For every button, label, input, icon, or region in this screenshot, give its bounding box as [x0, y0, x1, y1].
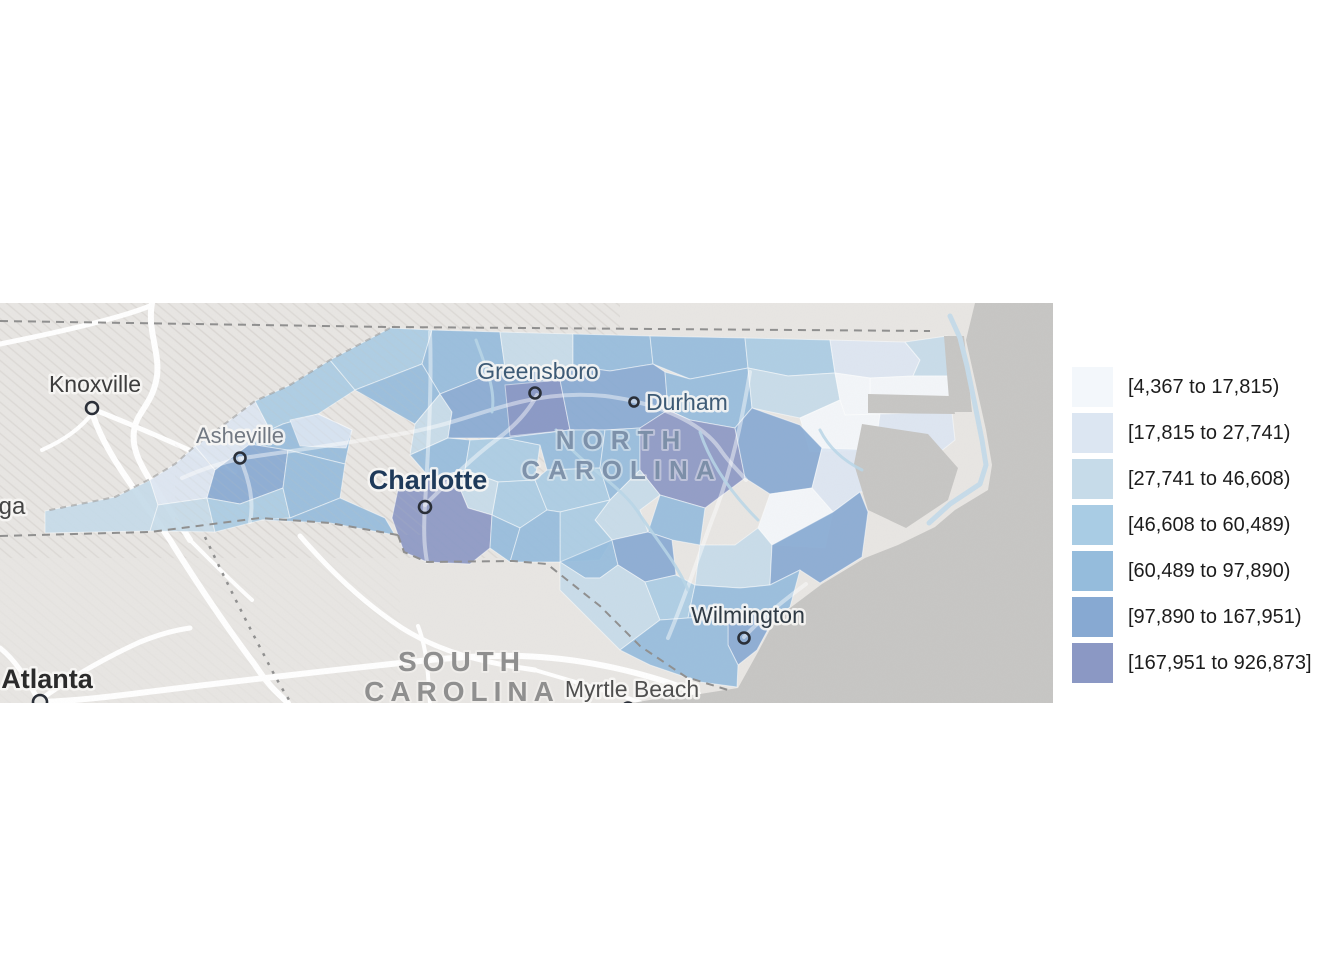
- legend-swatch: [1072, 505, 1113, 545]
- legend-row: [17,815 to 27,741): [1072, 413, 1312, 453]
- city-label: Atlanta: [1, 664, 93, 694]
- city-marker: [31, 693, 49, 703]
- legend-swatch: [1072, 413, 1113, 453]
- city-marker: [84, 400, 100, 416]
- state-label: CAROLINA: [364, 676, 560, 703]
- city-marker: [417, 499, 433, 515]
- terrain-grain: [0, 303, 1053, 703]
- legend-label: [60,489 to 97,890): [1128, 559, 1291, 582]
- legend-row: [60,489 to 97,890): [1072, 551, 1312, 591]
- city-marker: [737, 631, 751, 645]
- legend-label: [46,608 to 60,489): [1128, 513, 1291, 536]
- legend-row: [4,367 to 17,815): [1072, 367, 1312, 407]
- legend-row: [167,951 to 926,873]: [1072, 643, 1312, 683]
- legend-label: [27,741 to 46,608): [1128, 467, 1291, 490]
- legend-label: [17,815 to 27,741): [1128, 421, 1291, 444]
- legend-label: [167,951 to 926,873]: [1128, 651, 1312, 674]
- legend-swatch: [1072, 643, 1113, 683]
- city-label: Knoxville: [49, 371, 141, 397]
- city-marker: [233, 451, 247, 465]
- legend-swatch: [1072, 459, 1113, 499]
- legend-swatch: [1072, 551, 1113, 591]
- legend-swatch: [1072, 597, 1113, 637]
- state-label: NORTH: [556, 425, 688, 455]
- city-marker: [628, 396, 640, 408]
- city-marker: [623, 701, 633, 703]
- city-label: Greensboro: [477, 358, 598, 384]
- legend-label: [4,367 to 17,815): [1128, 375, 1280, 398]
- legend-row: [46,608 to 60,489): [1072, 505, 1312, 545]
- city-label: Wilmington: [691, 602, 805, 628]
- city-label: Charlotte: [369, 465, 488, 495]
- city-label: Myrtle Beach: [565, 676, 699, 702]
- map-canvas: NORTH CAROLINA SOUTH CAROLINA Knoxville Ashev…: [0, 303, 1053, 703]
- legend-row: [97,890 to 167,951): [1072, 597, 1312, 637]
- city-label: ga: [0, 493, 26, 520]
- legend: [4,367 to 17,815) [17,815 to 27,741) [27,7…: [1072, 367, 1312, 689]
- state-label: SOUTH: [398, 646, 526, 677]
- legend-swatch: [1072, 367, 1113, 407]
- city-marker: [528, 386, 542, 400]
- city-label: Asheville: [196, 423, 284, 448]
- state-label: CAROLINA: [521, 455, 722, 485]
- city-label: Durham: [646, 389, 728, 415]
- legend-row: [27,741 to 46,608): [1072, 459, 1312, 499]
- legend-label: [97,890 to 167,951): [1128, 605, 1302, 628]
